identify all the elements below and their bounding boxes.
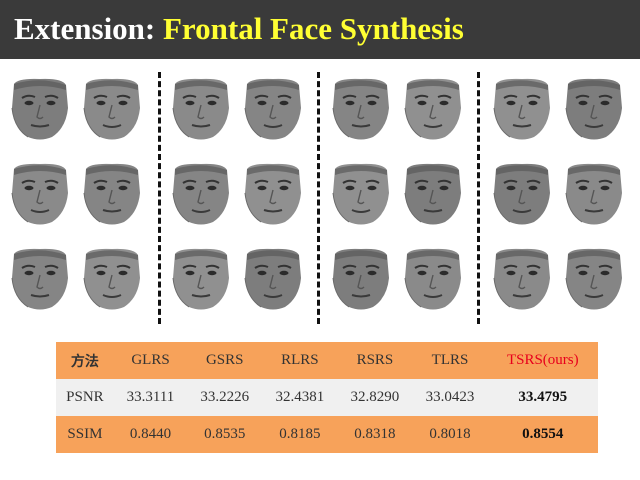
input-face-image [169,246,233,312]
title-highlight: Frontal Face Synthesis [163,11,464,46]
input-face-image [329,76,393,142]
synthesized-face-image [401,76,465,142]
synthesized-face-image [562,246,626,312]
synthesized-face-image [80,161,144,227]
synthesized-face-image [562,76,626,142]
table-cell: 33.3111 [126,389,175,405]
table-cell: 33.2226 [200,389,250,405]
group-divider [477,72,480,324]
table-row-ssim: SSIM 0.8440 0.8535 0.8185 0.8318 0.8018 … [56,416,598,453]
synthesized-face-image [80,76,144,142]
synthesized-face-image [241,246,305,312]
input-face-image [490,246,554,312]
table-cell: 0.8535 [204,426,246,442]
group-divider [317,72,320,324]
input-face-image [490,161,554,227]
table-cell-best: 33.4795 [518,389,568,405]
header-glrs: GLRS [131,352,170,368]
header-method: 方法 [70,353,99,370]
table-cell: 0.8018 [429,426,471,442]
input-face-image [8,76,72,142]
metric-label: SSIM [67,426,103,442]
table-header-row: 方法 GLRS GSRS RLRS RSRS TLRS TSRS(ours) [56,342,598,379]
header-gsrs: GSRS [205,352,244,368]
title-prefix: Extension: [14,11,163,46]
input-face-image [169,161,233,227]
input-face-image [329,246,393,312]
title-bar: Extension: Frontal Face Synthesis [0,0,640,59]
table-cell: 0.8318 [354,426,396,442]
input-face-image [490,76,554,142]
input-face-image [169,76,233,142]
synthesized-face-image [401,246,465,312]
header-rlrs: RLRS [281,352,319,368]
table-cell-best: 0.8554 [522,426,564,442]
header-tlrs: TLRS [431,352,469,368]
results-table: 方法 GLRS GSRS RLRS RSRS TLRS TSRS(ours) P… [56,342,598,453]
input-face-image [8,161,72,227]
metric-label: PSNR [66,389,104,405]
group-divider [158,72,161,324]
table-cell: 32.4381 [275,389,325,405]
synthesized-face-image [241,161,305,227]
header-tsrs-ours: TSRS(ours) [506,352,579,368]
table-cell: 32.8290 [350,389,400,405]
synthesized-face-image [241,76,305,142]
face-image-grid [0,70,640,325]
slide-title: Extension: Frontal Face Synthesis [14,11,464,47]
table-row-psnr: PSNR 33.3111 33.2226 32.4381 32.8290 33.… [56,379,598,416]
input-face-image [8,246,72,312]
table-cell: 33.0423 [425,389,475,405]
header-rsrs: RSRS [356,352,394,368]
synthesized-face-image [562,161,626,227]
synthesized-face-image [401,161,465,227]
table-cell: 0.8185 [279,426,321,442]
synthesized-face-image [80,246,144,312]
table-cell: 0.8440 [129,426,172,442]
input-face-image [329,161,393,227]
